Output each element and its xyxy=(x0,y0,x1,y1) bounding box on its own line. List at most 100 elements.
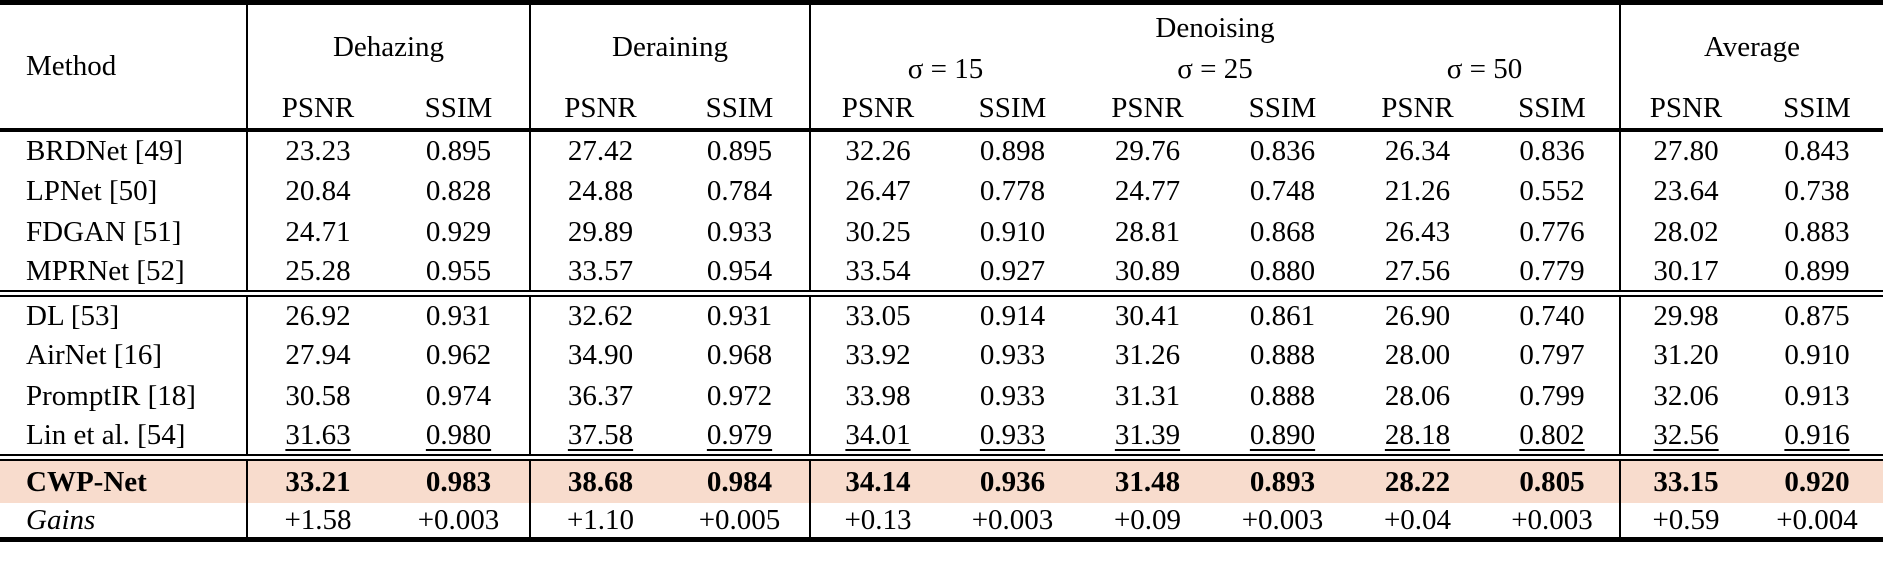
value-cell: 0.914 xyxy=(979,299,1046,332)
value-cell: 0.899 xyxy=(1751,252,1883,297)
value-cell: 0.799 xyxy=(1519,379,1585,412)
value-cell: 0.893 xyxy=(1215,457,1350,503)
dehazing-group-header: Dehazing xyxy=(246,2,530,89)
value-cell: 0.974 xyxy=(425,379,492,412)
metric-header: SSIM xyxy=(1485,88,1620,132)
value-cell: 26.34 xyxy=(1384,134,1451,167)
value-cell: 0.843 xyxy=(1784,134,1850,167)
value-cell: 26.43 xyxy=(1384,215,1451,248)
metric-header: PSNR xyxy=(1080,88,1215,132)
row-gains: Gains +1.58 +0.003 +1.10 +0.005 +0.13 +0… xyxy=(0,502,1883,540)
value-cell: 0.888 xyxy=(1249,338,1316,371)
value-cell: 0.868 xyxy=(1249,215,1316,248)
method-cell: BRDNet [49] xyxy=(26,134,184,167)
value-cell: 0.778 xyxy=(979,174,1046,207)
method-cell: PromptIR [18] xyxy=(26,379,196,412)
value-cell: 0.984 xyxy=(670,457,810,503)
value-cell: 0.933 xyxy=(979,338,1046,371)
row-mprnet: MPRNet [52] 25.28 0.955 33.57 0.954 33.5… xyxy=(0,252,1883,297)
header-row-metrics: PSNR SSIM PSNR SSIM PSNR SSIM PSNR SSIM … xyxy=(0,88,1883,132)
metric-header: SSIM xyxy=(1751,88,1883,132)
value-cell: 33.57 xyxy=(529,252,670,297)
value-cell: 30.17 xyxy=(1619,252,1751,297)
value-cell: 31.20 xyxy=(1619,334,1751,376)
value-cell: 32.06 xyxy=(1619,375,1751,417)
value-cell: +0.003 xyxy=(1241,503,1324,536)
value-cell: 0.738 xyxy=(1784,174,1850,207)
value-cell: +1.58 xyxy=(246,502,388,540)
value-cell: 0.779 xyxy=(1485,252,1620,297)
value-cell: 0.898 xyxy=(979,134,1046,167)
value-cell: 33.21 xyxy=(246,457,388,503)
value-cell: 37.58 xyxy=(529,416,670,461)
value-cell: 0.740 xyxy=(1519,299,1585,332)
method-column-header: Method xyxy=(0,2,247,132)
value-cell: 24.71 xyxy=(246,211,388,253)
method-cell: DL [53] xyxy=(26,299,120,332)
value-cell: 0.836 xyxy=(1249,134,1316,167)
value-cell: 0.888 xyxy=(1249,379,1316,412)
value-cell: 31.48 xyxy=(1080,457,1215,503)
metric-header: PSNR xyxy=(809,88,945,132)
value-cell: 26.47 xyxy=(809,170,945,212)
value-cell: 29.98 xyxy=(1619,293,1751,335)
value-cell: 28.22 xyxy=(1350,457,1485,503)
value-cell: +0.004 xyxy=(1776,503,1858,536)
row-airnet: AirNet [16] 27.94 0.962 34.90 0.968 33.9… xyxy=(0,334,1883,376)
value-cell: 27.56 xyxy=(1350,252,1485,297)
value-cell: 32.62 xyxy=(529,293,670,335)
value-cell: 25.28 xyxy=(246,252,388,297)
value-cell: 30.89 xyxy=(1080,252,1215,297)
sigma-50-header: σ = 50 xyxy=(1446,53,1523,86)
value-cell: 0.828 xyxy=(425,174,492,207)
row-brdnet: BRDNet [49] 23.23 0.895 27.42 0.895 32.2… xyxy=(0,129,1883,171)
value-cell: 0.968 xyxy=(706,338,773,371)
value-cell: 31.31 xyxy=(1114,379,1181,412)
value-cell: 36.37 xyxy=(529,375,670,417)
value-cell: 28.02 xyxy=(1619,211,1751,253)
value-cell: 0.784 xyxy=(706,174,773,207)
value-cell: 38.68 xyxy=(529,457,670,503)
value-cell: 0.910 xyxy=(1784,338,1850,371)
table-body: BRDNet [49] 23.23 0.895 27.42 0.895 32.2… xyxy=(0,129,1883,540)
row-cwp-net-highlighted: CWP-Net 33.21 0.983 38.68 0.984 34.14 0.… xyxy=(0,457,1883,503)
value-cell: 0.797 xyxy=(1519,338,1585,371)
row-fdgan: FDGAN [51] 24.71 0.929 29.89 0.933 30.25… xyxy=(0,211,1883,253)
value-cell: +0.59 xyxy=(1619,502,1751,540)
row-dl: DL [53] 26.92 0.931 32.62 0.931 33.05 0.… xyxy=(0,293,1883,335)
value-cell: 0.927 xyxy=(945,252,1080,297)
benchmark-results-table: Method Dehazing Deraining Denoising Aver… xyxy=(0,0,1883,542)
value-cell: 31.26 xyxy=(1114,338,1181,371)
value-cell: 28.06 xyxy=(1384,379,1451,412)
value-cell: 33.05 xyxy=(809,293,945,335)
value-cell: 21.26 xyxy=(1384,174,1451,207)
value-cell: 32.56 xyxy=(1619,416,1751,461)
value-cell: 0.933 xyxy=(979,379,1046,412)
value-cell: 0.929 xyxy=(425,215,492,248)
value-cell: +0.003 xyxy=(417,503,500,536)
value-cell: 23.64 xyxy=(1619,170,1751,212)
value-cell: 23.23 xyxy=(246,129,388,171)
value-cell: 0.883 xyxy=(1784,215,1850,248)
value-cell: 0.933 xyxy=(706,215,773,248)
method-cell: LPNet [50] xyxy=(26,174,158,207)
value-cell: 0.836 xyxy=(1519,134,1585,167)
value-cell: 0.920 xyxy=(1751,457,1883,503)
value-cell: 24.77 xyxy=(1114,174,1181,207)
value-cell: 0.972 xyxy=(706,379,773,412)
value-cell: 0.880 xyxy=(1215,252,1350,297)
value-cell: 0.954 xyxy=(670,252,810,297)
method-cell: FDGAN [51] xyxy=(26,215,182,248)
value-cell: 31.63 xyxy=(246,416,388,461)
value-cell: 0.931 xyxy=(706,299,773,332)
value-cell: 27.80 xyxy=(1619,129,1751,171)
value-cell: 28.18 xyxy=(1350,416,1485,461)
value-cell: 33.98 xyxy=(809,375,945,417)
value-cell: 0.916 xyxy=(1751,416,1883,461)
value-cell: 0.805 xyxy=(1485,457,1620,503)
header-row-sigmas: σ = 15 σ = 25 σ = 50 xyxy=(0,50,1883,89)
denoising-group-header: Denoising xyxy=(809,2,1620,51)
metric-header: SSIM xyxy=(945,88,1080,132)
value-cell: 0.931 xyxy=(425,299,492,332)
